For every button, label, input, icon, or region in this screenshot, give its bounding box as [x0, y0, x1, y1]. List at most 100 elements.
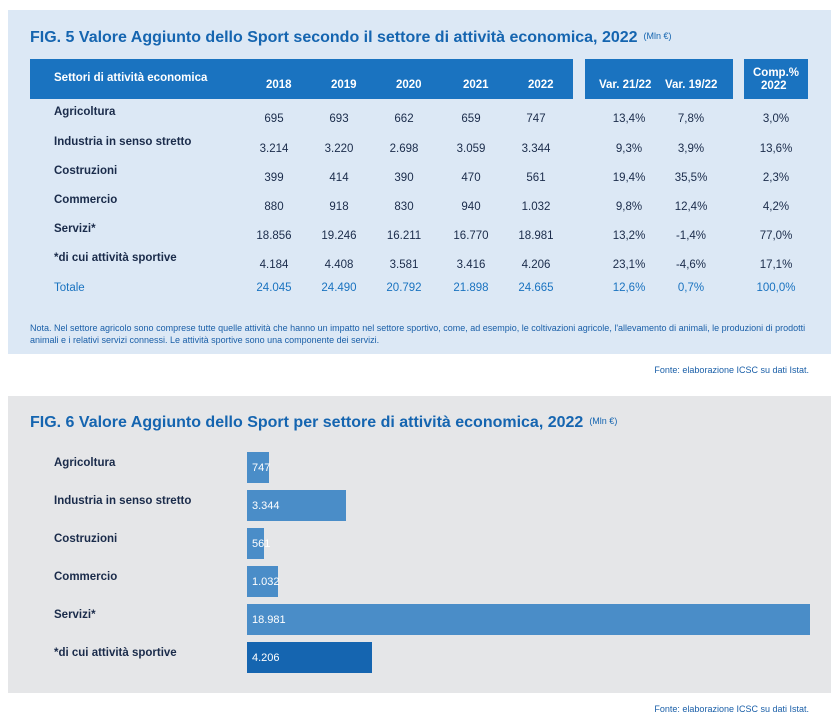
fig6-title: FIG. 6 Valore Aggiunto dello Sport per s…	[30, 414, 618, 431]
bar-category-label: Commercio	[54, 571, 118, 583]
row-label: *di cui attività sportive	[54, 252, 177, 264]
cell-2022: 18.981	[518, 230, 554, 242]
cell-2022: 747	[526, 113, 546, 125]
cell-2021: 470	[461, 172, 481, 184]
bar-value-label: 747	[252, 462, 271, 474]
cell-2019: 24.490	[321, 282, 357, 294]
header-comp-line1: Comp.%	[753, 67, 799, 79]
cell-2018: 695	[264, 113, 284, 125]
cell-2021: 940	[461, 201, 481, 213]
cell-comp: 4,2%	[762, 201, 790, 213]
cell-var2122: 9,3%	[615, 143, 643, 155]
cell-2022: 24.665	[518, 282, 554, 294]
bar	[247, 604, 810, 635]
cell-2020: 2.698	[389, 143, 419, 155]
cell-2020: 3.581	[389, 259, 419, 271]
cell-var2122: 13,4%	[612, 113, 646, 125]
bar-category-label: *di cui attività sportive	[54, 647, 177, 659]
cell-2022: 4.206	[521, 259, 551, 271]
fig5-header-main: Settori di attività economica 2018 2019 …	[30, 59, 573, 99]
cell-var1922: 35,5%	[674, 172, 708, 184]
cell-var2122: 19,4%	[612, 172, 646, 184]
cell-2019: 4.408	[324, 259, 354, 271]
fig5-unit: (Mln €)	[643, 31, 672, 41]
fig5-header-var: Var. 21/22 Var. 19/22	[585, 59, 733, 99]
cell-2022: 3.344	[521, 143, 551, 155]
cell-comp: 2,3%	[762, 172, 790, 184]
bar-category-label: Costruzioni	[54, 533, 118, 545]
cell-var1922: -1,4%	[675, 230, 707, 242]
header-year-2022: 2022	[528, 79, 554, 91]
bar-value-label: 3.344	[252, 500, 280, 512]
header-var1922: Var. 19/22	[665, 79, 718, 91]
cell-2018: 18.856	[256, 230, 292, 242]
cell-2019: 693	[329, 113, 349, 125]
header-year-2019: 2019	[331, 79, 357, 91]
header-year-2021: 2021	[463, 79, 489, 91]
cell-var2122: 13,2%	[612, 230, 646, 242]
cell-2018: 3.214	[259, 143, 289, 155]
cell-var1922: 7,8%	[677, 113, 705, 125]
cell-2019: 918	[329, 201, 349, 213]
header-comp-line2: 2022	[761, 80, 787, 92]
fig6-source: Fonte: elaborazione ICSC su dati Istat.	[654, 704, 809, 714]
cell-comp: 13,6%	[759, 143, 793, 155]
cell-2020: 20.792	[386, 282, 422, 294]
cell-2021: 3.416	[456, 259, 486, 271]
cell-2021: 3.059	[456, 143, 486, 155]
bar	[247, 566, 278, 597]
cell-2022: 561	[526, 172, 546, 184]
fig5-source: Fonte: elaborazione ICSC su dati Istat.	[654, 365, 809, 375]
bar	[247, 490, 347, 521]
cell-2020: 390	[394, 172, 414, 184]
bar	[247, 452, 270, 483]
row-label: Agricoltura	[54, 106, 116, 118]
fig5-header-comp: Comp.% 2022	[744, 59, 808, 99]
row-label: Commercio	[54, 194, 118, 206]
fig5-note: Nota. Nel settore agricolo sono comprese…	[30, 323, 806, 345]
bar	[247, 642, 372, 673]
row-label: Costruzioni	[54, 165, 118, 177]
cell-2020: 662	[394, 113, 414, 125]
cell-2018: 880	[264, 201, 284, 213]
cell-var2122: 9,8%	[615, 201, 643, 213]
bar-value-label: 561	[252, 538, 271, 550]
cell-var2122: 23,1%	[612, 259, 646, 271]
cell-2019: 414	[329, 172, 349, 184]
header-sector: Settori di attività economica	[54, 72, 208, 84]
cell-comp: 77,0%	[759, 230, 793, 242]
fig5-panel: FIG. 5 Valore Aggiunto dello Sport secon…	[8, 10, 831, 354]
bar-category-label: Servizi*	[54, 609, 96, 621]
cell-2020: 830	[394, 201, 414, 213]
cell-2021: 21.898	[453, 282, 489, 294]
cell-2021: 659	[461, 113, 481, 125]
fig5-title: FIG. 5 Valore Aggiunto dello Sport secon…	[30, 29, 672, 46]
bar-category-label: Industria in senso stretto	[54, 495, 192, 507]
header-year-2020: 2020	[396, 79, 422, 91]
row-label: Industria in senso stretto	[54, 136, 192, 148]
cell-2019: 3.220	[324, 143, 354, 155]
fig6-panel: FIG. 6 Valore Aggiunto dello Sport per s…	[8, 396, 831, 693]
cell-var1922: 12,4%	[674, 201, 708, 213]
cell-comp: 17,1%	[759, 259, 793, 271]
cell-var2122: 12,6%	[612, 282, 646, 294]
cell-var1922: 3,9%	[677, 143, 705, 155]
bar-value-label: 4.206	[252, 652, 280, 664]
bar-value-label: 1.032	[252, 576, 280, 588]
cell-var1922: -4,6%	[675, 259, 707, 271]
cell-2018: 4.184	[259, 259, 289, 271]
cell-2022: 1.032	[521, 201, 551, 213]
header-year-2018: 2018	[266, 79, 292, 91]
row-label: Servizi*	[54, 223, 96, 235]
cell-2018: 24.045	[256, 282, 292, 294]
cell-2018: 399	[264, 172, 284, 184]
fig6-unit: (Mln €)	[589, 416, 618, 426]
cell-comp: 3,0%	[762, 113, 790, 125]
bar-value-label: 18.981	[252, 614, 286, 626]
row-label: Totale	[54, 282, 85, 294]
bar-category-label: Agricoltura	[54, 457, 116, 469]
bar	[247, 528, 264, 559]
cell-comp: 100,0%	[756, 282, 796, 294]
header-var2122: Var. 21/22	[599, 79, 652, 91]
cell-2019: 19.246	[321, 230, 357, 242]
